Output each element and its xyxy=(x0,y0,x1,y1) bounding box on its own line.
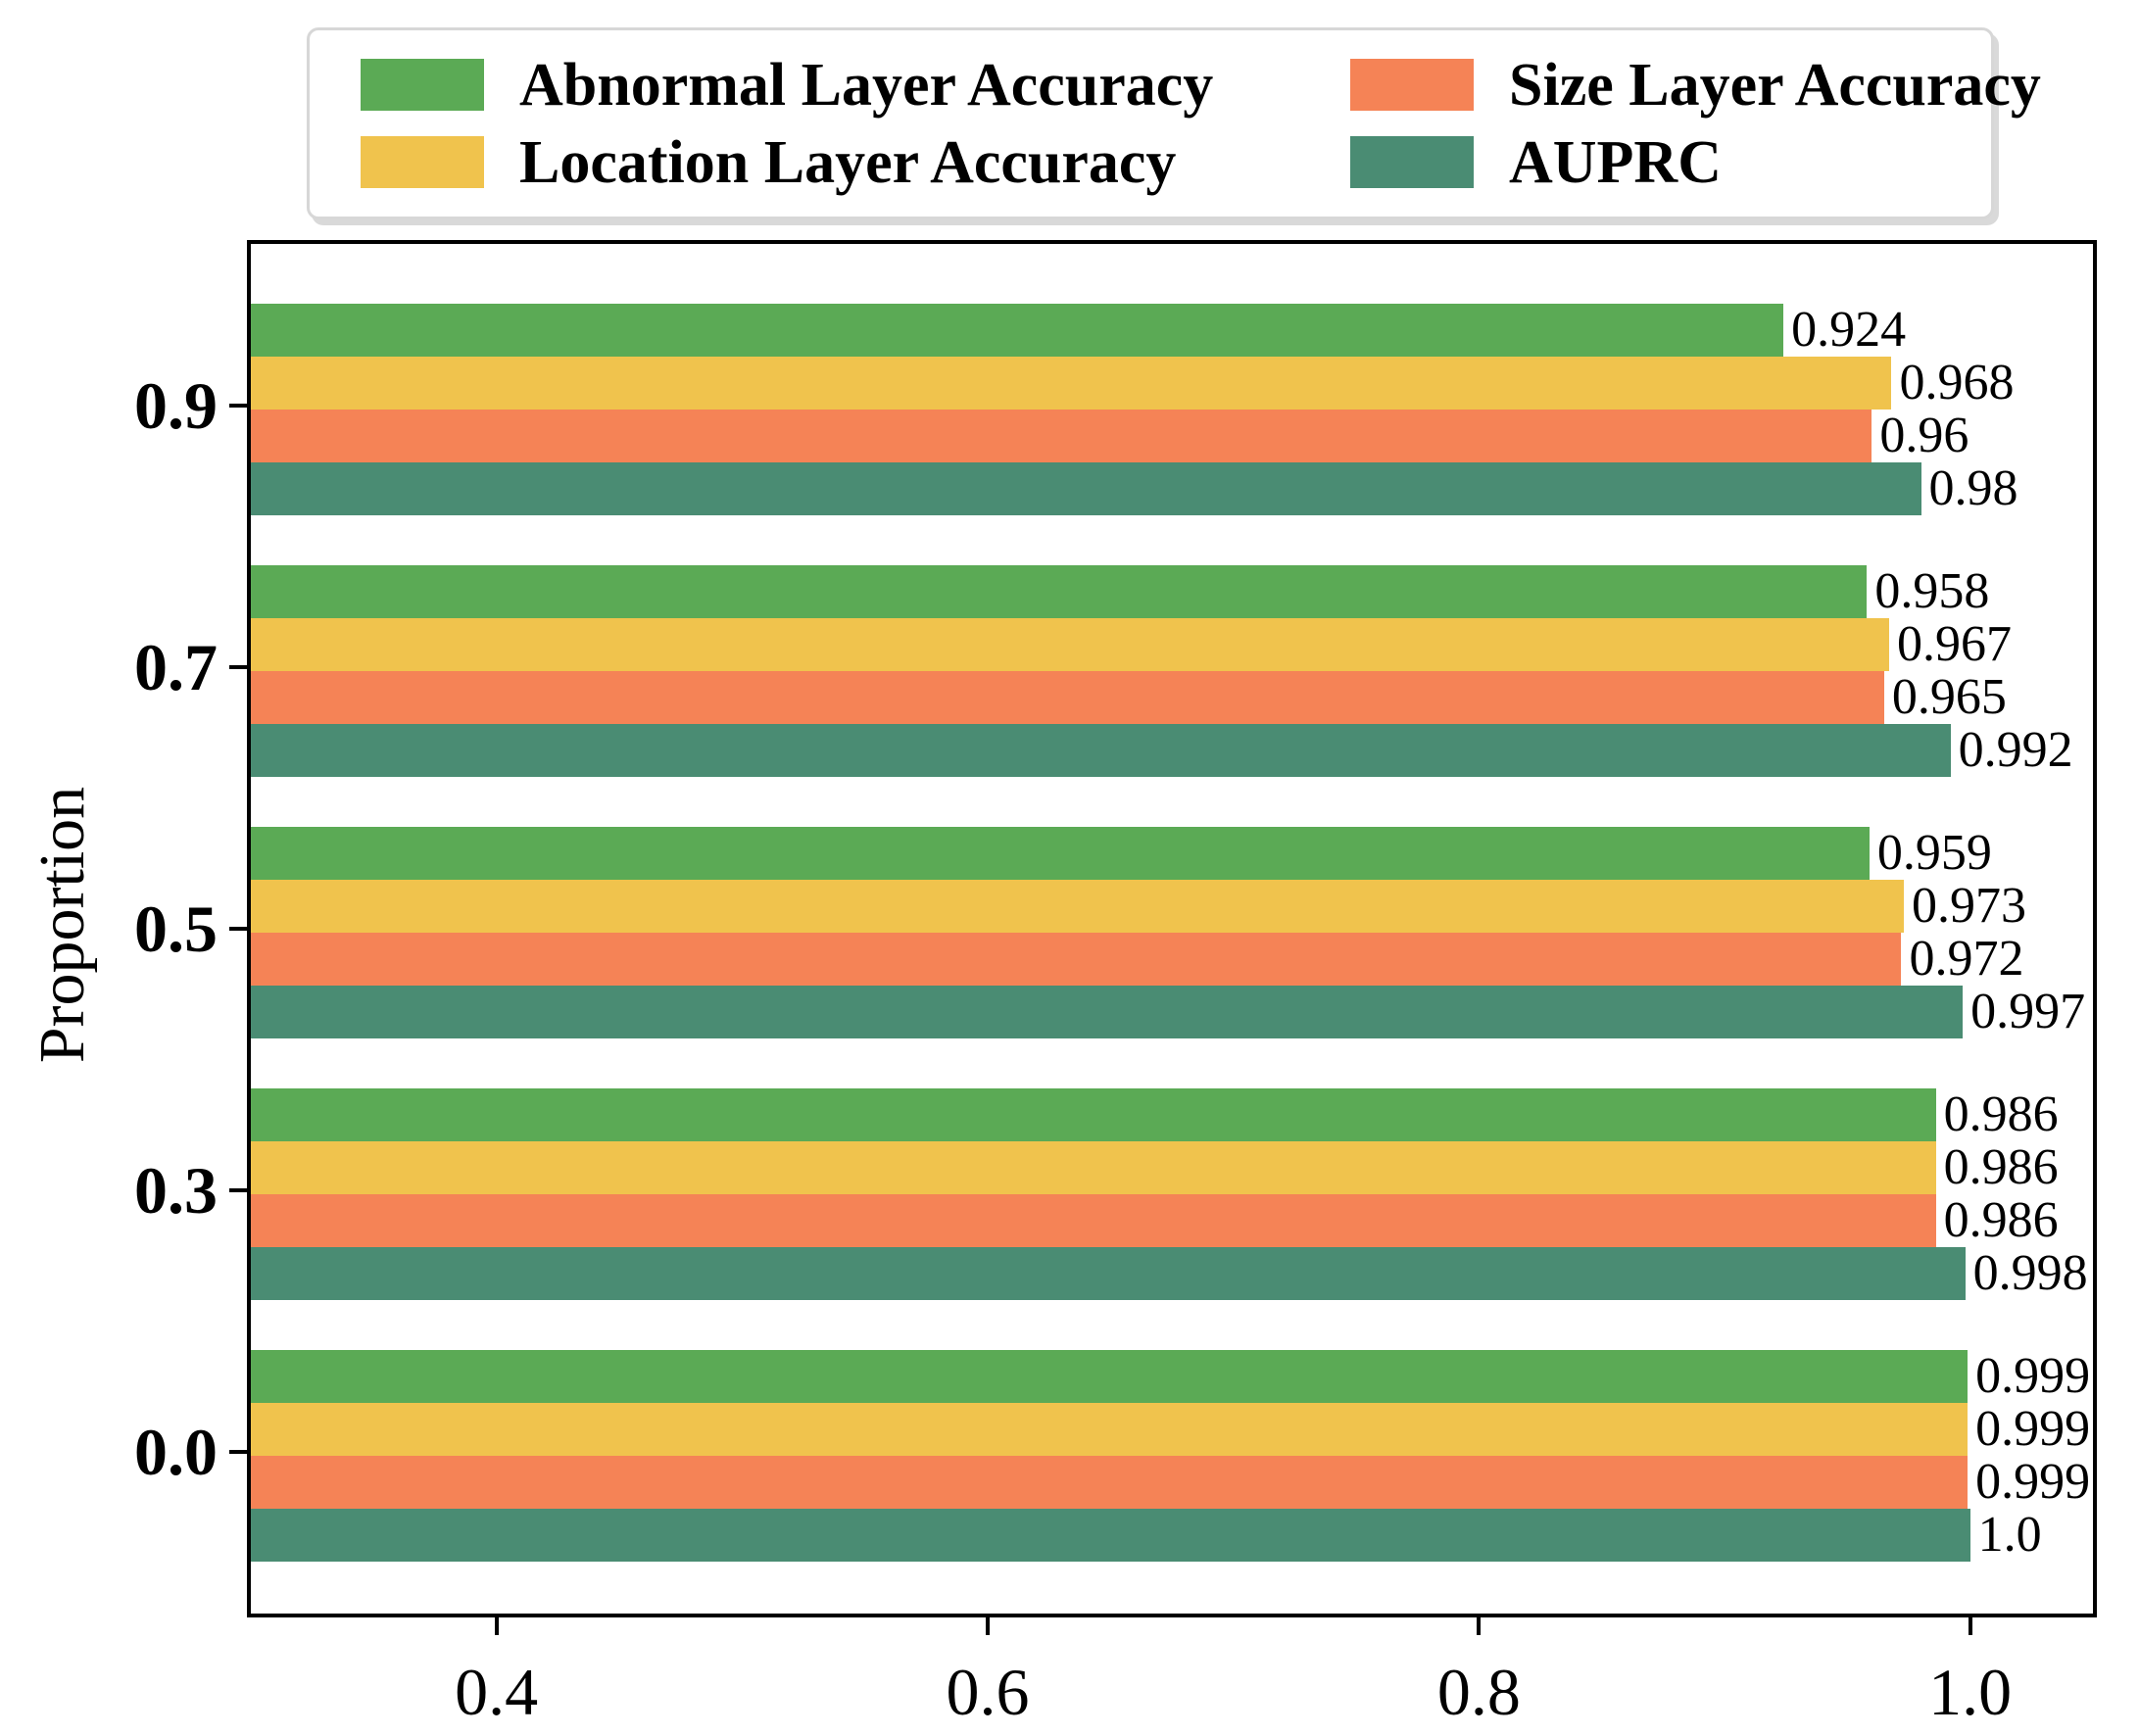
bar-value-label: 1.0 xyxy=(1977,1507,2042,1564)
bar-value-label: 0.992 xyxy=(1958,722,2073,779)
bar-value-label: 0.968 xyxy=(1899,355,2015,411)
bar xyxy=(251,1456,1969,1510)
legend-item: Abnormal Layer Accuracy xyxy=(361,55,1350,116)
legend-item: AUPRC xyxy=(1350,132,2041,193)
x-tick-label: 1.0 xyxy=(1928,1655,2013,1729)
y-axis-tick xyxy=(229,927,247,932)
bar-value-label: 0.965 xyxy=(1891,669,2007,726)
y-tick-label: 0.3 xyxy=(134,1153,218,1229)
legend-swatch-icon xyxy=(1350,59,1474,111)
y-tick-label: 0.7 xyxy=(134,630,218,705)
plot-area: 0.924 0.968 0.96 0.98 0.958 0.967 0.965 0.992 0.… xyxy=(247,240,2097,1617)
bar xyxy=(251,1088,1936,1142)
x-tick-label: 0.6 xyxy=(946,1655,1030,1729)
bar-value-label: 0.98 xyxy=(1928,460,2018,517)
legend-label: Location Layer Accuracy xyxy=(519,128,1177,196)
bar-value-label: 0.96 xyxy=(1879,408,1969,464)
bar xyxy=(251,462,1921,516)
bar xyxy=(251,671,1884,725)
x-axis-tick xyxy=(986,1617,990,1635)
y-axis-tick xyxy=(229,404,247,409)
bar-value-label: 0.997 xyxy=(1970,984,2086,1040)
legend-label: Size Layer Accuracy xyxy=(1509,51,2041,119)
bar xyxy=(251,618,1889,672)
bar xyxy=(251,410,1872,463)
bar-value-label: 0.967 xyxy=(1896,616,2012,673)
y-tick-label: 0.9 xyxy=(134,368,218,444)
bar-value-label: 0.998 xyxy=(1972,1245,2088,1302)
bar-value-label: 0.959 xyxy=(1876,825,1992,882)
bar xyxy=(251,1194,1936,1248)
bar xyxy=(251,565,1868,619)
y-axis-tick xyxy=(229,1188,247,1193)
bar-value-label: 0.986 xyxy=(1943,1086,2059,1143)
bar xyxy=(251,724,1951,778)
legend-item: Location Layer Accuracy xyxy=(361,132,1350,193)
x-tick-label: 0.8 xyxy=(1436,1655,1521,1729)
bar-value-label: 0.958 xyxy=(1874,563,1990,620)
legend-label: Abnormal Layer Accuracy xyxy=(519,51,1214,119)
bar-value-label: 0.999 xyxy=(1975,1401,2091,1458)
legend-swatch-icon xyxy=(361,59,484,111)
y-axis-tick xyxy=(229,1450,247,1455)
legend-swatch-icon xyxy=(1350,136,1474,188)
bar-value-label: 0.924 xyxy=(1791,302,1907,359)
x-axis-tick xyxy=(1968,1617,1972,1635)
legend-label: AUPRC xyxy=(1509,128,1722,196)
bar xyxy=(251,827,1870,881)
bar xyxy=(251,304,1784,358)
legend: Abnormal Layer Accuracy Size Layer Accura… xyxy=(307,27,2041,219)
x-axis-tick xyxy=(494,1617,499,1635)
bar xyxy=(251,1141,1936,1195)
bar xyxy=(251,357,1892,410)
bar xyxy=(251,986,1964,1039)
bar-value-label: 0.972 xyxy=(1909,931,2024,988)
bar xyxy=(251,933,1902,987)
x-tick-label: 0.4 xyxy=(455,1655,539,1729)
bar xyxy=(251,880,1904,934)
bar-value-label: 0.999 xyxy=(1975,1348,2091,1405)
bar xyxy=(251,1247,1966,1301)
legend-item: Size Layer Accuracy xyxy=(1350,55,2041,116)
y-tick-label: 0.5 xyxy=(134,892,218,967)
bar-value-label: 0.973 xyxy=(1911,878,2026,935)
bar xyxy=(251,1509,1970,1563)
legend-swatch-icon xyxy=(361,136,484,188)
bar-value-label: 0.999 xyxy=(1975,1454,2091,1511)
bar xyxy=(251,1403,1969,1457)
y-axis-tick xyxy=(229,665,247,670)
bar-value-label: 0.986 xyxy=(1943,1192,2059,1249)
bar-value-label: 0.986 xyxy=(1943,1139,2059,1196)
bar xyxy=(251,1350,1969,1404)
y-tick-label: 0.0 xyxy=(134,1415,218,1490)
x-axis-tick xyxy=(1477,1617,1482,1635)
